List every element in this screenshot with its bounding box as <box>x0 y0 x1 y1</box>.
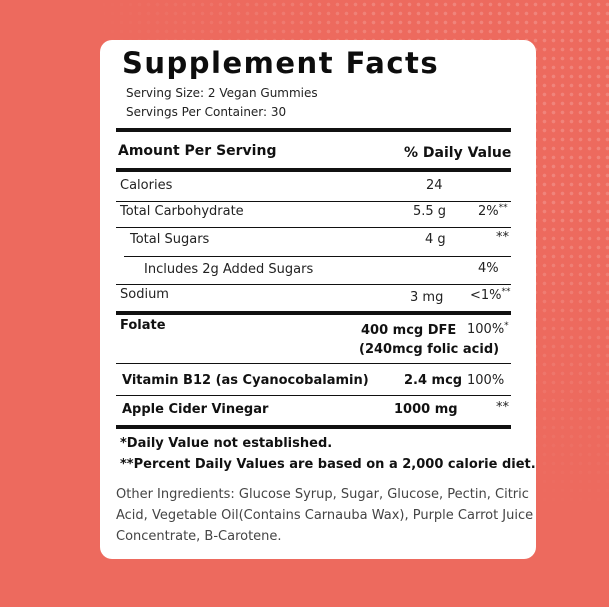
divider-thick <box>116 311 511 315</box>
divider-thick <box>116 128 511 132</box>
row-name-added-sugars: Includes 2g Added Sugars <box>144 262 314 277</box>
footnote-percent-daily-values: **Percent Daily Values are based on a 2,… <box>120 457 536 472</box>
row-name-total-sugars: Total Sugars <box>130 232 210 247</box>
divider-thin <box>116 201 511 202</box>
servings-per-container: Servings Per Container: 30 <box>126 105 287 119</box>
header-amount-per-serving: Amount Per Serving <box>118 143 277 159</box>
header-daily-value: % Daily Value <box>404 145 512 161</box>
row-amount-total-carbohydrate: 5.5 g <box>413 204 447 219</box>
row-dv-total-sugars: ** <box>496 230 509 245</box>
row-amount-sodium: 3 mg <box>410 290 444 305</box>
other-ingredients: Other Ingredients: Glucose Syrup, Sugar,… <box>116 487 534 544</box>
row-name-calories: Calories <box>120 178 173 193</box>
row-amount-total-sugars: 4 g <box>425 232 446 247</box>
row-dv-added-sugars: 4% <box>478 261 499 276</box>
divider-thick <box>116 425 511 429</box>
divider-thin <box>116 284 511 285</box>
row-name-vitamin-b12: Vitamin B12 (as Cyanocobalamin) <box>122 373 369 388</box>
row-amount-folate-detail: (240mcg folic acid) <box>359 342 500 357</box>
label-title: Supplement Facts <box>122 46 440 80</box>
row-dv-sodium: <1%** <box>470 287 511 304</box>
row-dv-folate: 100%* <box>467 321 509 338</box>
footnote-daily-value: *Daily Value not established. <box>120 436 333 451</box>
row-amount-apple-cider-vinegar: 1000 mg <box>394 402 458 417</box>
row-dv-apple-cider-vinegar: ** <box>496 400 509 415</box>
row-name-folate: Folate <box>120 318 166 333</box>
supplement-facts-panel: Supplement Facts Serving Size: 2 Vegan G… <box>100 40 536 559</box>
divider-thin <box>116 227 511 228</box>
row-dv-vitamin-b12: 100% <box>467 373 505 388</box>
divider-thin <box>124 256 511 257</box>
row-amount-vitamin-b12: 2.4 mcg <box>404 373 463 388</box>
divider-thin <box>116 395 511 396</box>
divider-thin <box>116 363 511 364</box>
row-name-total-carbohydrate: Total Carbohydrate <box>120 204 244 219</box>
row-dv-total-carbohydrate: 2%** <box>478 203 508 220</box>
serving-size: Serving Size: 2 Vegan Gummies <box>126 86 318 100</box>
row-name-sodium: Sodium <box>120 287 169 302</box>
row-name-apple-cider-vinegar: Apple Cider Vinegar <box>122 402 269 417</box>
row-amount-folate: 400 mcg DFE <box>361 323 457 338</box>
row-amount-calories: 24 <box>426 178 443 193</box>
divider-thick <box>116 168 511 172</box>
